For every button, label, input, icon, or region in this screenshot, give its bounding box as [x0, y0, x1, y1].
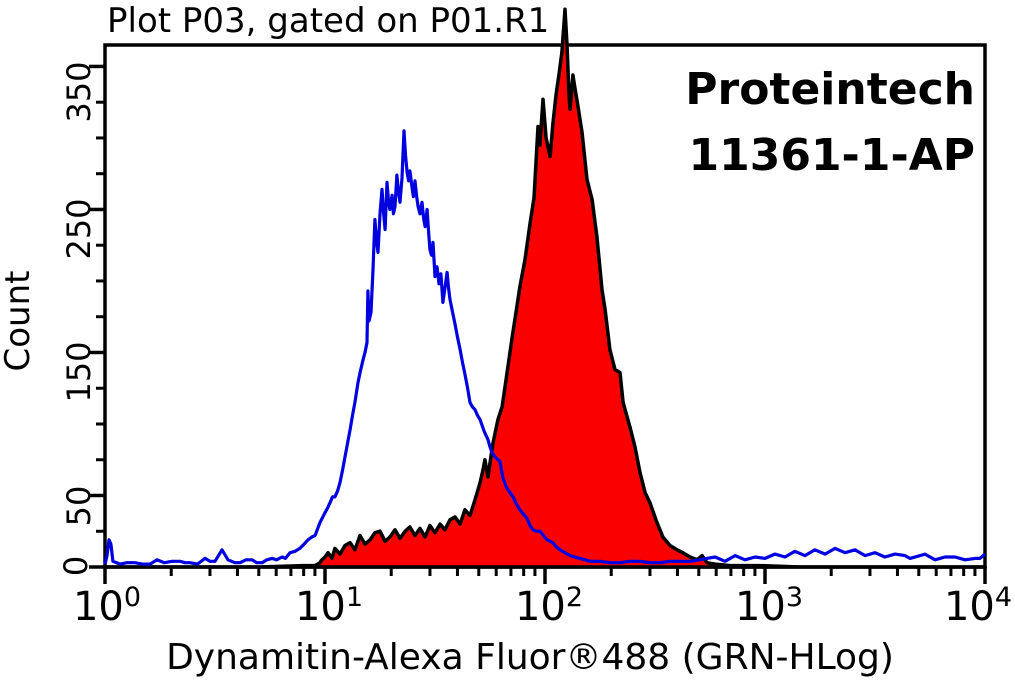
y-axis-label: Count [0, 270, 38, 372]
x-axis-label: Dynamitin-Alexa Fluor®488 (GRN-HLog) [166, 637, 894, 678]
x-tick-exponent: 4 [994, 582, 1013, 613]
x-tick-exponent: 1 [345, 582, 364, 613]
x-tick-base: 10 [943, 584, 995, 630]
x-tick-base: 10 [72, 584, 124, 630]
x-tick-base: 10 [294, 584, 346, 630]
x-tick-label-1e0: 100 [73, 582, 141, 630]
vendor-name: Proteintech [685, 64, 975, 115]
red-filled-histogram-curve [103, 7, 987, 569]
x-tick-label-1e1: 101 [295, 582, 363, 630]
vendor-annotation: Proteintech 11361-1-AP [685, 57, 975, 189]
y-tick-label-150: 150 [60, 341, 98, 403]
x-tick-label-1e3: 103 [735, 582, 803, 630]
x-tick-base: 10 [514, 584, 566, 630]
x-tick-exponent: 3 [785, 582, 804, 613]
y-tick-label-50: 50 [60, 485, 98, 527]
blue-outline-histogram-curve [103, 129, 987, 566]
x-tick-label-1e2: 102 [515, 582, 583, 630]
x-tick-exponent: 2 [565, 582, 584, 613]
x-tick-exponent: 0 [123, 582, 142, 613]
x-tick-label-1e4: 104 [944, 582, 1012, 630]
y-tick-label-0: 0 [57, 555, 95, 577]
catalog-number: 11361-1-AP [688, 130, 975, 181]
y-tick-label-250: 250 [60, 198, 98, 260]
x-tick-base: 10 [734, 584, 786, 630]
y-tick-label-350: 350 [60, 61, 98, 123]
plot-title: Plot P03, gated on P01.R1 [107, 1, 550, 41]
